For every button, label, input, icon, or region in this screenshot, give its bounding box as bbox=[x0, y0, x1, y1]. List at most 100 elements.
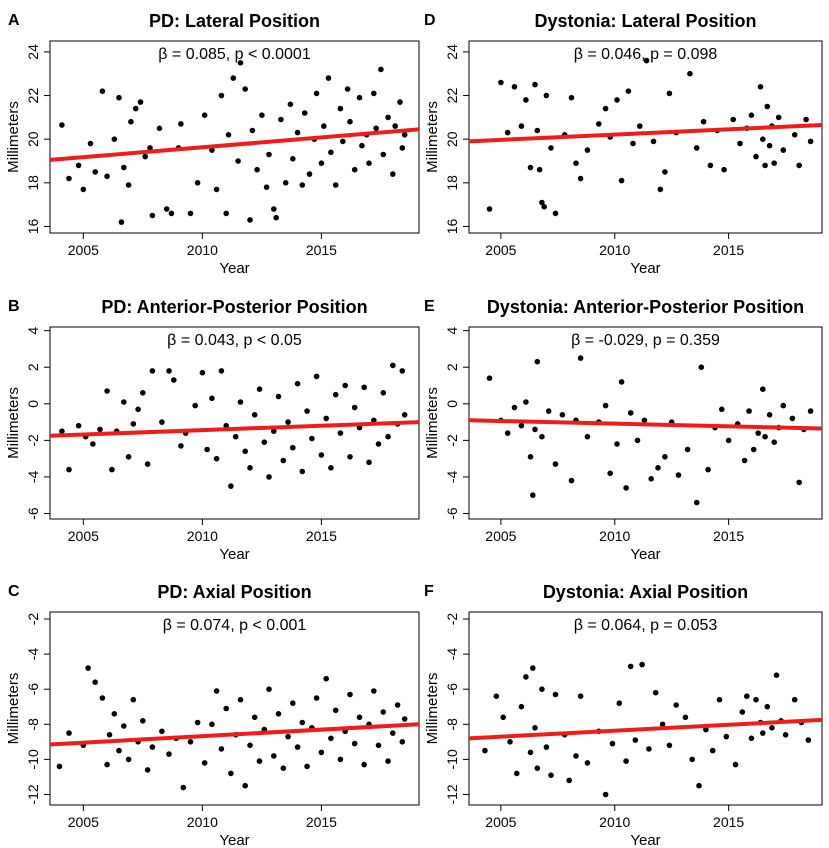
data-point bbox=[552, 210, 559, 217]
x-tick-label: 2010 bbox=[187, 814, 218, 830]
plot-frame bbox=[468, 326, 823, 520]
data-point bbox=[684, 446, 691, 453]
data-point bbox=[259, 112, 265, 118]
data-point bbox=[201, 760, 208, 766]
data-point bbox=[632, 737, 639, 743]
data-point bbox=[247, 217, 253, 223]
data-point bbox=[666, 90, 673, 97]
stat-annotation: β = 0.085, p < 0.0001 bbox=[158, 46, 311, 63]
data-point bbox=[128, 118, 134, 125]
y-axis-label: Millimeters bbox=[424, 101, 441, 173]
data-point bbox=[99, 88, 106, 94]
data-point bbox=[59, 428, 65, 435]
data-point bbox=[116, 747, 122, 754]
data-point bbox=[159, 419, 165, 425]
data-point bbox=[791, 696, 798, 703]
x-tick-label: 2010 bbox=[187, 242, 218, 258]
data-point bbox=[498, 79, 504, 86]
data-point bbox=[757, 84, 764, 90]
data-point bbox=[773, 672, 780, 678]
data-point bbox=[762, 162, 768, 169]
data-point bbox=[390, 362, 396, 369]
data-point bbox=[796, 479, 802, 486]
data-point bbox=[125, 756, 132, 763]
data-point bbox=[228, 770, 234, 777]
data-point bbox=[371, 90, 377, 97]
data-point bbox=[256, 386, 263, 393]
data-point bbox=[764, 703, 771, 710]
data-point bbox=[144, 461, 151, 467]
data-point bbox=[192, 402, 198, 409]
panel-b: B PD: Anterior-Posterior Position β = 0.04… bbox=[5, 297, 420, 563]
data-point bbox=[285, 419, 291, 425]
data-point bbox=[399, 368, 406, 374]
y-tick-label: -2 bbox=[444, 613, 460, 626]
data-point bbox=[351, 166, 358, 173]
data-point bbox=[530, 665, 536, 671]
data-point bbox=[313, 695, 320, 701]
data-point bbox=[534, 358, 541, 365]
data-point bbox=[56, 763, 63, 770]
regression-line bbox=[49, 127, 420, 162]
data-point bbox=[634, 437, 641, 444]
data-point bbox=[689, 756, 695, 763]
data-point bbox=[301, 110, 308, 116]
x-axis-label: Year bbox=[219, 260, 249, 277]
data-point bbox=[299, 719, 306, 726]
data-point bbox=[803, 116, 809, 123]
data-point bbox=[285, 733, 291, 740]
data-point bbox=[523, 97, 529, 103]
data-point bbox=[764, 103, 771, 110]
data-point bbox=[251, 714, 258, 721]
data-point bbox=[577, 175, 584, 182]
data-point bbox=[584, 147, 591, 153]
data-point bbox=[337, 105, 344, 112]
panel-f: F Dystonia: Axial Position β = 0.064, p = … bbox=[424, 582, 823, 848]
data-point bbox=[707, 162, 714, 169]
y-tick-label: -8 bbox=[25, 718, 41, 731]
plot-frame bbox=[49, 40, 420, 234]
data-point bbox=[116, 94, 122, 101]
panel-title: Dystonia: Axial Position bbox=[543, 582, 748, 602]
panel-title: PD: Anterior-Posterior Position bbox=[101, 297, 367, 317]
data-point bbox=[85, 665, 91, 671]
stat-annotation: β = -0.029, p = 0.359 bbox=[571, 332, 720, 349]
data-point bbox=[548, 145, 554, 151]
data-point bbox=[66, 730, 72, 736]
data-point bbox=[746, 408, 752, 414]
y-tick-label: 0 bbox=[444, 400, 460, 408]
data-point bbox=[344, 86, 351, 92]
data-point bbox=[614, 97, 620, 103]
x-axis-label: Year bbox=[630, 832, 660, 848]
stat-annotation: β = 0.043, p < 0.05 bbox=[167, 332, 302, 349]
data-point bbox=[518, 123, 525, 129]
y-tick-label: 20 bbox=[25, 131, 41, 147]
data-point bbox=[573, 160, 579, 166]
y-axis-label: Millimeters bbox=[5, 387, 22, 459]
stat-annotation: β = 0.074, p < 0.001 bbox=[163, 617, 307, 634]
scatter-points bbox=[59, 362, 408, 489]
data-point bbox=[375, 742, 382, 749]
x-tick-label: 2015 bbox=[306, 814, 337, 830]
data-point bbox=[149, 744, 156, 750]
data-point bbox=[130, 696, 137, 703]
data-point bbox=[616, 700, 623, 706]
data-point bbox=[584, 760, 591, 766]
data-point bbox=[266, 151, 272, 158]
data-point bbox=[321, 123, 327, 129]
data-point bbox=[534, 127, 541, 134]
data-point bbox=[166, 751, 172, 757]
data-point bbox=[66, 175, 72, 182]
data-point bbox=[201, 112, 208, 118]
data-point bbox=[66, 466, 72, 473]
data-point bbox=[584, 433, 591, 440]
x-tick-label: 2010 bbox=[187, 528, 218, 544]
data-point bbox=[723, 733, 730, 740]
data-point bbox=[328, 465, 334, 471]
data-point bbox=[75, 422, 82, 429]
y-tick-label: 16 bbox=[444, 218, 460, 234]
data-point bbox=[527, 454, 534, 460]
panel-title: PD: Axial Position bbox=[157, 582, 311, 602]
data-point bbox=[247, 465, 253, 471]
data-point bbox=[623, 758, 629, 764]
